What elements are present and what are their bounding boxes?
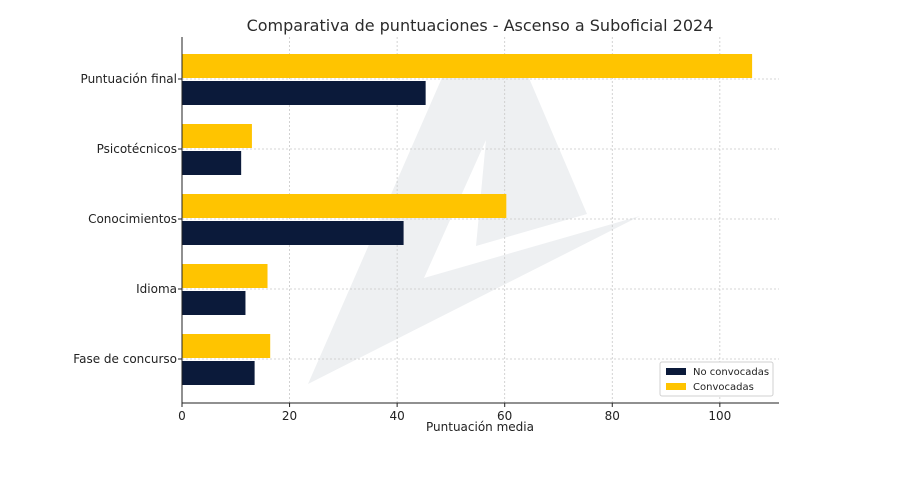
x-tick-label-100: 100: [708, 409, 731, 423]
y-tick-label-puntuacion-final: Puntuación final: [81, 72, 177, 86]
x-ticks: 0 20 40 60 80 100: [178, 403, 731, 423]
bar-no-convocadas-idioma: [182, 291, 246, 315]
bar-convocadas-conocimientos: [182, 194, 507, 218]
legend-label-no-convocadas: No convocadas: [693, 367, 769, 378]
bar-convocadas-idioma: [182, 264, 268, 288]
legend-swatch-no-convocadas: [666, 368, 686, 375]
bar-no-convocadas-conocimientos: [182, 221, 404, 245]
bar-no-convocadas-psicotecnicos: [182, 151, 242, 175]
y-tick-label-idioma: Idioma: [136, 282, 177, 296]
bar-convocadas-psicotecnicos: [182, 124, 252, 148]
legend-box: [659, 361, 774, 397]
chart-title: Comparativa de puntuaciones - Ascenso a …: [247, 16, 714, 35]
bars: [182, 54, 753, 385]
x-tick-label-0: 0: [178, 409, 186, 423]
y-tick-label-conocimientos: Conocimientos: [88, 212, 177, 226]
x-axis-label: Puntuación media: [426, 420, 534, 434]
x-tick-label-40: 40: [389, 409, 404, 423]
bar-no-convocadas-puntuacion-final: [182, 81, 426, 105]
y-ticks: Puntuación final Psicotécnicos Conocimient…: [73, 72, 182, 366]
x-tick-label-60: 60: [497, 409, 512, 423]
x-tick-label-80: 80: [605, 409, 620, 423]
y-tick-label-fase-de-concurso: Fase de concurso: [73, 352, 177, 366]
bar-convocadas-puntuacion-final: [182, 54, 753, 78]
legend-label-convocadas: Convocadas: [693, 382, 754, 393]
bar-no-convocadas-fase-de-concurso: [182, 361, 255, 385]
legend-swatch-convocadas: [666, 383, 686, 390]
legend: No convocadas Convocadas: [659, 361, 774, 397]
x-tick-label-20: 20: [282, 409, 297, 423]
y-tick-label-psicotecnicos: Psicotécnicos: [97, 142, 177, 156]
bar-convocadas-fase-de-concurso: [182, 334, 271, 358]
watermark-logo: [308, 64, 640, 384]
grid: [182, 37, 779, 403]
